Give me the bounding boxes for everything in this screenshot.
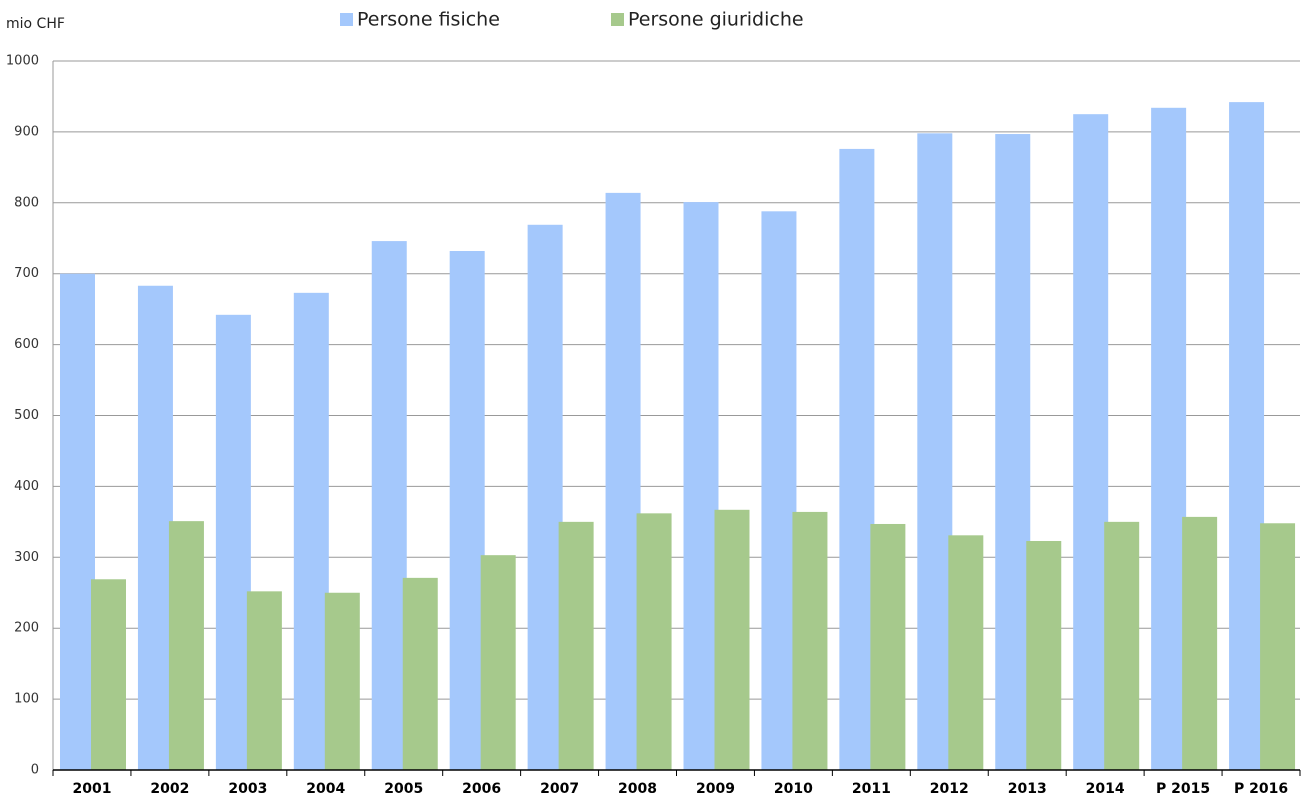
x-tick-label: 2008 xyxy=(618,781,657,797)
bar xyxy=(839,148,875,770)
legend-swatch xyxy=(611,13,624,26)
x-tick-label: 2002 xyxy=(150,781,189,797)
bar xyxy=(1104,521,1140,770)
y-tick-label: 800 xyxy=(14,195,39,210)
bar xyxy=(293,292,329,770)
bar xyxy=(1260,523,1296,770)
bar xyxy=(917,133,953,770)
bar xyxy=(605,192,641,770)
y-tick-label: 400 xyxy=(14,479,39,494)
y-tick-label: 300 xyxy=(14,550,39,565)
y-tick-label: 500 xyxy=(14,408,39,423)
legend-label: Persone fisiche xyxy=(357,9,500,31)
x-tick-label: 2005 xyxy=(384,781,423,797)
bar xyxy=(995,134,1031,771)
x-tick-label: 2010 xyxy=(774,781,813,797)
x-tick-label: 2004 xyxy=(306,781,345,797)
bar xyxy=(870,523,906,770)
bar xyxy=(527,224,563,771)
y-tick-label: 1000 xyxy=(6,54,39,69)
x-tick-label: 2006 xyxy=(462,781,501,797)
bar xyxy=(402,577,438,770)
bar xyxy=(636,513,672,770)
y-tick-label: 600 xyxy=(14,337,39,352)
x-tick-label: 2013 xyxy=(1008,781,1047,797)
bar xyxy=(480,555,516,770)
bar xyxy=(1182,516,1218,770)
y-tick-label: 900 xyxy=(14,124,39,139)
bar xyxy=(761,211,797,771)
bar xyxy=(948,535,984,770)
bar xyxy=(371,241,407,770)
bar xyxy=(683,202,719,770)
bar xyxy=(137,285,173,770)
bar xyxy=(449,251,485,771)
bar xyxy=(558,521,594,770)
bar xyxy=(714,509,750,770)
x-tick-label: 2001 xyxy=(72,781,111,797)
x-tick-label: 2009 xyxy=(696,781,735,797)
x-tick-label: P 2015 xyxy=(1156,781,1210,797)
bar xyxy=(215,314,251,770)
x-tick-label: 2003 xyxy=(228,781,267,797)
x-tick-label: 2011 xyxy=(852,781,891,797)
x-tick-label: 2014 xyxy=(1086,781,1125,797)
bar xyxy=(1229,102,1265,770)
y-tick-label: 700 xyxy=(14,266,39,281)
bar xyxy=(168,521,204,770)
x-tick-label: 2012 xyxy=(930,781,969,797)
bar xyxy=(1073,114,1109,771)
y-axis-label: mio CHF xyxy=(6,16,65,32)
bar xyxy=(246,591,282,770)
bar xyxy=(792,511,828,770)
y-tick-label: 200 xyxy=(14,621,39,636)
y-tick-label: 0 xyxy=(31,763,39,778)
bar xyxy=(324,592,360,770)
bar xyxy=(1026,540,1062,770)
bar xyxy=(91,579,126,770)
x-tick-label: 2007 xyxy=(540,781,579,797)
legend-swatch xyxy=(340,13,353,26)
legend-label: Persone giuridiche xyxy=(628,9,804,31)
bar xyxy=(1151,107,1187,770)
bar xyxy=(60,273,95,770)
y-tick-label: 100 xyxy=(14,692,39,707)
x-tick-label: P 2016 xyxy=(1234,781,1288,797)
